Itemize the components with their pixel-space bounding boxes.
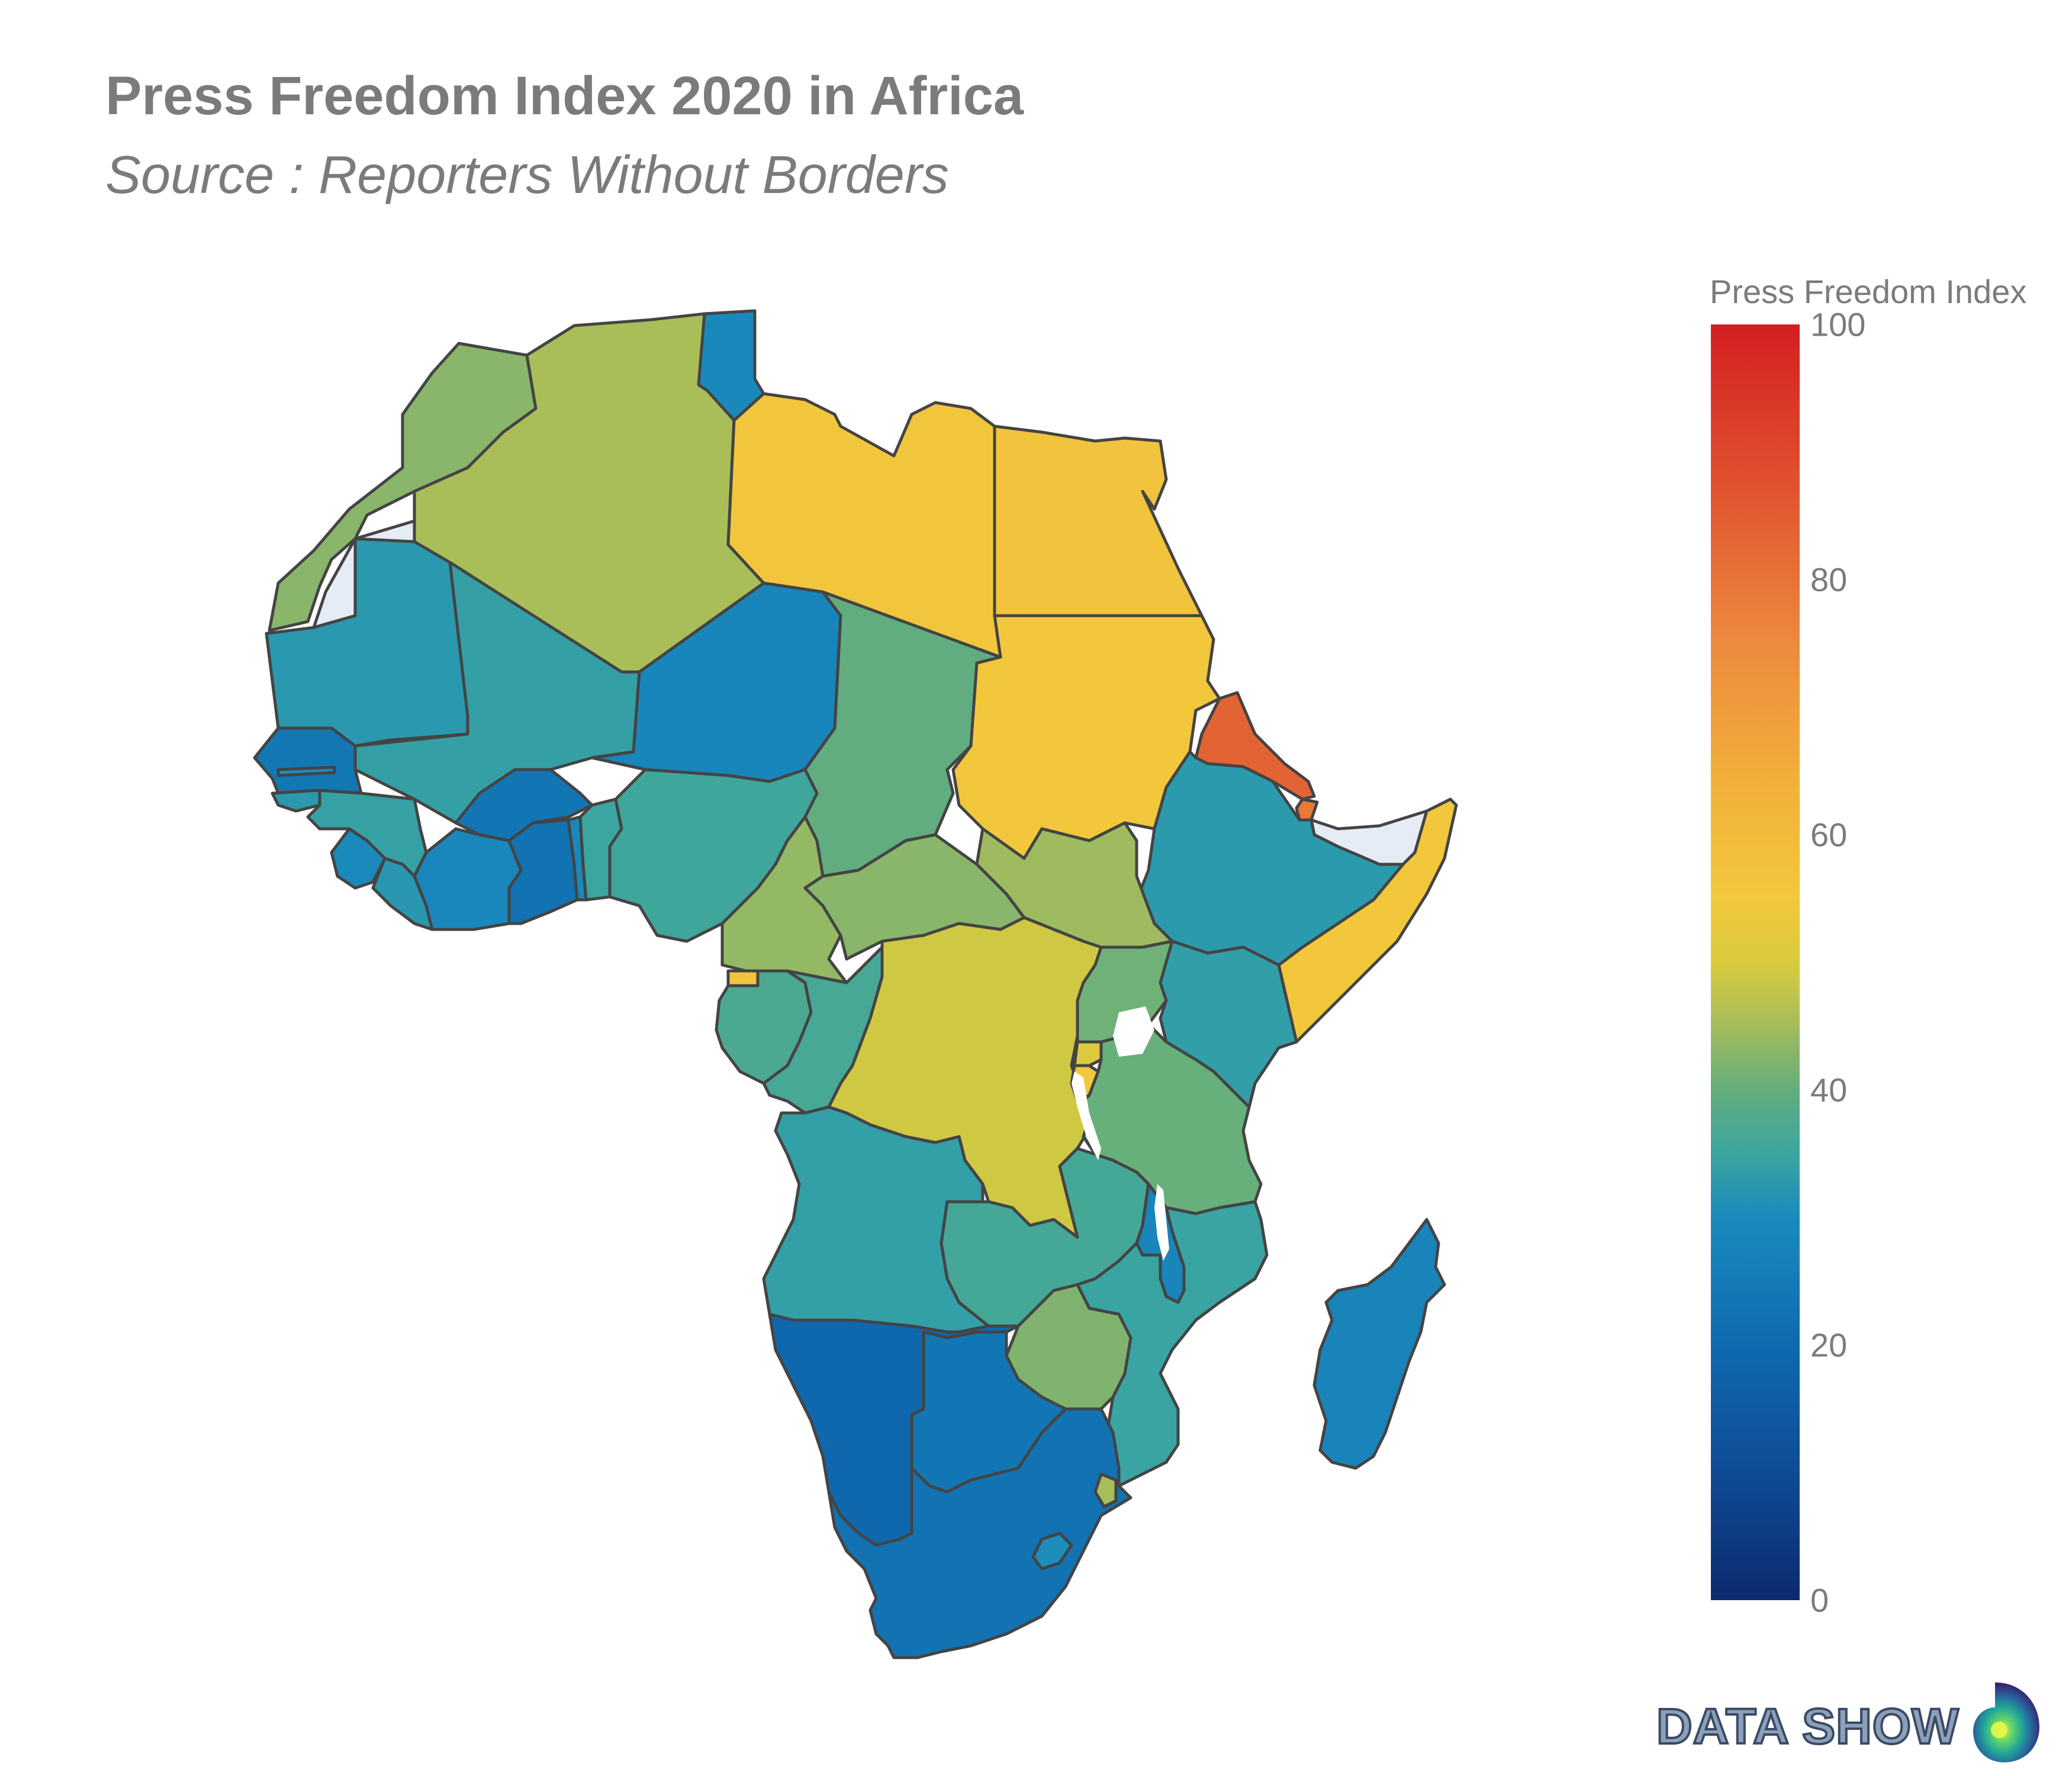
region-senegal[interactable] — [253, 726, 363, 795]
region-south-africa[interactable] — [827, 1407, 1132, 1659]
region-rwanda[interactable] — [1073, 1040, 1103, 1067]
lake-tanganyika — [1072, 1072, 1101, 1160]
region-djibouti[interactable] — [1295, 797, 1319, 822]
lakes — [1072, 1006, 1169, 1261]
chart-subtitle: Source : Reporters Without Borders — [105, 146, 949, 205]
region-gambia[interactable] — [276, 765, 336, 777]
region-ghana[interactable] — [507, 818, 579, 925]
lake-malawi — [1154, 1184, 1169, 1261]
colorbar-gradient — [1711, 324, 1800, 1600]
region-mozambique[interactable] — [1076, 1200, 1269, 1488]
region-cote-divoire[interactable] — [413, 827, 523, 931]
colorbar-tick-60: 60 — [1810, 816, 1848, 854]
brand-wordmark: DATA SHOW — [1655, 1697, 1960, 1755]
region-equatorial-guinea[interactable] — [726, 969, 760, 987]
region-madagascar[interactable] — [1312, 1218, 1446, 1470]
lake-victoria — [1113, 1006, 1154, 1057]
colorbar-tick-0: 0 — [1810, 1581, 1829, 1619]
region-libya[interactable] — [726, 392, 1002, 659]
colorbar-title: Press Freedom Index — [1710, 273, 2027, 310]
region-egypt[interactable] — [993, 424, 1204, 617]
region-ethiopia[interactable] — [1135, 750, 1405, 967]
colorbar-tick-100: 100 — [1810, 305, 1866, 343]
region-sierra-leone[interactable] — [330, 827, 387, 890]
colorbar-tick-80: 80 — [1810, 561, 1848, 599]
region-lesotho[interactable] — [1031, 1532, 1073, 1571]
data-show-logo-icon — [1973, 1682, 2039, 1762]
region-eswatini[interactable] — [1093, 1472, 1118, 1508]
chart-title: Press Freedom Index 2020 in Africa — [105, 66, 1024, 126]
region-guinea-bissau[interactable] — [271, 789, 321, 813]
colorbar-tick-40: 40 — [1810, 1071, 1848, 1109]
colorbar-tick-20: 20 — [1810, 1326, 1848, 1364]
